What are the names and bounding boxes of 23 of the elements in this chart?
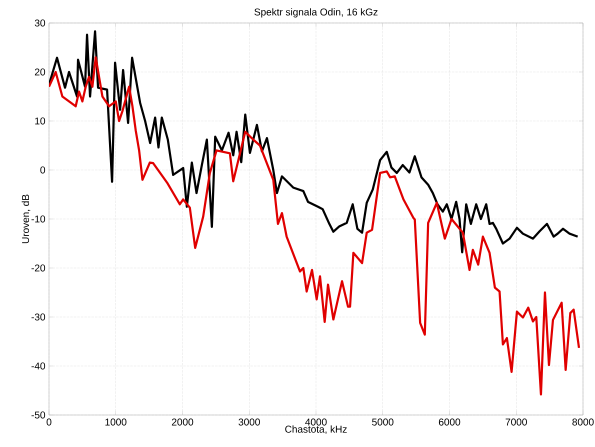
y-tick-label: 20	[34, 68, 46, 76]
line-series	[49, 56, 580, 396]
chart-title: Spektr signala Odin, 16 kGz	[254, 8, 378, 18]
y-tick-label: 0	[40, 166, 46, 174]
x-tick-label: 3000	[238, 418, 260, 426]
x-tick-label: 6000	[438, 418, 460, 426]
x-tick-label: 1000	[105, 418, 126, 426]
x-tick-label: 5000	[372, 418, 394, 426]
y-tick-label: -10	[32, 215, 46, 223]
x-tick-label: 7000	[506, 418, 527, 426]
y-tick-label: 30	[34, 19, 46, 27]
y-tick-label: 10	[35, 117, 46, 125]
y-tick-label: -50	[32, 411, 46, 419]
y-tick-label: -40	[32, 362, 46, 370]
x-tick-label: 0	[46, 418, 52, 426]
y-tick-label: -30	[32, 313, 46, 321]
y-tick-label: -20	[32, 264, 46, 272]
y-axis-title: Uroven, dB	[22, 194, 30, 244]
x-axis-title: Chastota, kHz	[285, 425, 347, 434]
x-tick-label: 8000	[572, 418, 594, 426]
line-series	[49, 30, 579, 254]
x-tick-label: 2000	[172, 418, 194, 426]
x-tick-label: 4000	[305, 418, 327, 426]
